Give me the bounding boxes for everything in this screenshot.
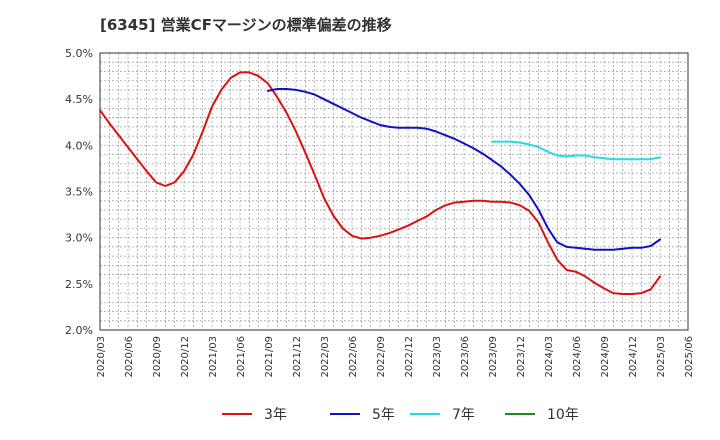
plot-frame <box>99 52 689 331</box>
x-tick-label: 2020/06 <box>124 336 135 378</box>
y-tick-label: 4.0% <box>65 139 93 152</box>
y-tick-label: 3.5% <box>65 186 93 199</box>
x-tick-label: 2023/09 <box>488 336 499 378</box>
chart-title: [6345] 営業CFマージンの標準偏差の推移 <box>100 16 392 34</box>
series-layer <box>99 71 661 295</box>
x-tick-label: 2022/06 <box>348 336 359 378</box>
y-tick-label: 5.0% <box>65 47 93 60</box>
x-tick-label: 2020/09 <box>152 336 163 378</box>
x-tick-label: 2022/03 <box>320 336 331 378</box>
x-tick-label: 2021/09 <box>264 336 275 378</box>
x-tick-label: 2022/09 <box>376 336 387 378</box>
x-tick-label: 2024/06 <box>572 336 583 378</box>
x-tick-label: 2021/03 <box>208 336 219 378</box>
x-tick-label: 2020/12 <box>180 336 191 378</box>
series-line-0 <box>99 71 661 295</box>
x-tick-label: 2022/12 <box>404 336 415 378</box>
series-line-1 <box>267 88 661 251</box>
x-tick-label: 2024/03 <box>544 336 555 378</box>
x-tick-label: 2023/06 <box>460 336 471 378</box>
legend-label-2: 7年 <box>452 407 475 423</box>
x-tick-label: 2023/03 <box>432 336 443 378</box>
x-tick-label: 2025/06 <box>684 336 695 378</box>
legend-label-1: 5年 <box>372 407 395 423</box>
x-tick-label: 2024/12 <box>628 336 639 378</box>
x-tick-label: 2021/12 <box>292 336 303 378</box>
grid-layer <box>99 52 689 331</box>
x-tick-label: 2023/12 <box>516 336 527 378</box>
legend-label-0: 3年 <box>264 407 287 423</box>
y-tick-label: 3.0% <box>65 232 93 245</box>
y-tick-label: 2.5% <box>65 278 93 291</box>
series-line-2 <box>491 140 661 161</box>
legend-label-3: 10年 <box>547 407 579 423</box>
y-tick-label: 4.5% <box>65 93 93 106</box>
axis-layer: 2.0% 2.5% 3.0% 3.5% 4.0% 4.5% 5.0% 2020/03 2020/… <box>65 47 695 378</box>
x-tick-label: 2025/03 <box>656 336 667 378</box>
y-tick-label: 2.0% <box>65 324 93 337</box>
legend: 3年 5年 7年 10年 <box>222 407 579 423</box>
x-tick-label: 2024/09 <box>600 336 611 378</box>
x-tick-label: 2020/03 <box>96 336 107 378</box>
x-tick-label: 2021/06 <box>236 336 247 378</box>
